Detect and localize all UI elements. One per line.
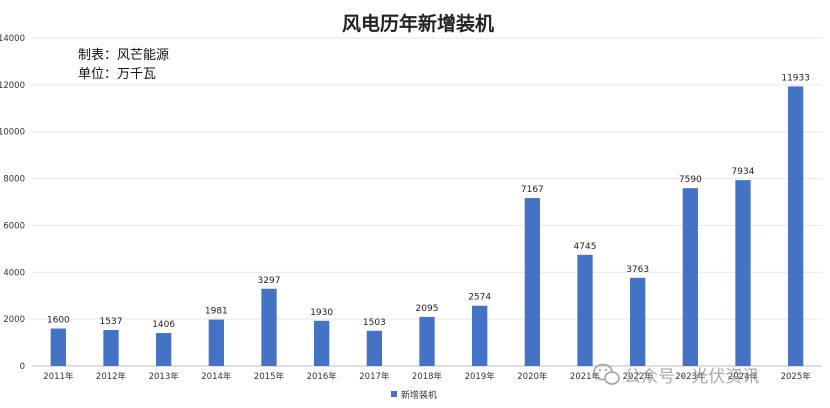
x-tick-label: 2011年: [43, 371, 74, 382]
bar: [156, 333, 172, 366]
x-tick-label: 2017年: [359, 371, 390, 382]
legend-label: 新增装机: [401, 389, 437, 401]
source-note: 制表：风芒能源: [78, 47, 169, 63]
x-tick-label: 2012年: [96, 371, 127, 382]
x-tick-label: 2013年: [149, 371, 180, 382]
bar: [788, 86, 804, 367]
y-tick-label: 12000: [0, 81, 25, 91]
bar: [524, 198, 540, 366]
wechat-icon: [593, 363, 620, 385]
data-label: 1537: [100, 317, 123, 327]
legend-swatch: [391, 391, 397, 397]
bars: [50, 86, 804, 367]
y-tick-label: 6000: [3, 221, 25, 231]
watermark-text: 公众号 · 光伏资讯: [624, 367, 759, 387]
data-label: 1503: [363, 318, 386, 328]
y-axis: 0 2000 4000 6000 8000 10000 12000 14000: [0, 34, 25, 372]
bar: [735, 180, 751, 366]
unit-note: 单位：万千瓦: [78, 67, 156, 82]
x-tick-label: 2015年: [254, 371, 285, 382]
x-tick-label: 2018年: [412, 371, 443, 382]
x-tick-label: 2020年: [517, 371, 548, 382]
data-label: 1981: [205, 307, 228, 317]
bar: [682, 188, 698, 366]
data-label: 1406: [152, 320, 175, 330]
bar: [50, 328, 66, 366]
x-tick-label: 2021年: [570, 371, 601, 382]
y-tick-label: 14000: [0, 34, 25, 44]
data-label: 7590: [679, 175, 702, 185]
x-tick-label: 2023年: [675, 371, 706, 382]
legend: 新增装机: [391, 389, 437, 401]
bar: [366, 330, 382, 366]
gridlines: [32, 37, 822, 367]
x-tick-label: 2014年: [201, 371, 232, 382]
data-label: 11933: [781, 73, 810, 83]
data-label: 7934: [732, 167, 755, 177]
data-label: 7167: [521, 185, 544, 195]
bar: [208, 319, 224, 366]
chart-title: 风电历年新增装机: [342, 12, 494, 35]
y-tick-label: 0: [20, 362, 25, 372]
y-tick-label: 4000: [3, 268, 25, 278]
y-tick-label: 8000: [3, 175, 25, 185]
data-label: 3297: [258, 276, 281, 286]
data-label: 3763: [626, 265, 649, 275]
data-label: 1930: [310, 308, 333, 318]
x-tick-label: 2016年: [307, 371, 338, 382]
y-tick-label: 10000: [0, 128, 25, 138]
x-axis: 2011年 2012年 2013年 2014年 2015年 2016年 2017年 2018年…: [43, 371, 811, 382]
bar: [261, 288, 277, 366]
x-tick-label: 2022年: [623, 371, 654, 382]
x-tick-label: 2024年: [728, 371, 759, 382]
x-tick-label: 2019年: [465, 371, 496, 382]
bar: [419, 316, 435, 366]
y-tick-label: 2000: [3, 315, 25, 325]
data-label: 4745: [574, 242, 597, 252]
bar: [577, 254, 593, 366]
data-labels: 1600 1537 1406 1981 3297 1930 1503 2095 2574 7167…: [47, 73, 810, 330]
x-tick-label: 2025年: [781, 371, 812, 382]
data-label: 1600: [47, 316, 70, 326]
bar: [314, 320, 330, 366]
data-label: 2095: [416, 304, 439, 314]
bar: [472, 305, 488, 366]
bar: [630, 277, 646, 366]
bar: [103, 329, 119, 366]
data-label: 2574: [468, 293, 491, 303]
watermark: 公众号 · 光伏资讯: [593, 363, 759, 387]
